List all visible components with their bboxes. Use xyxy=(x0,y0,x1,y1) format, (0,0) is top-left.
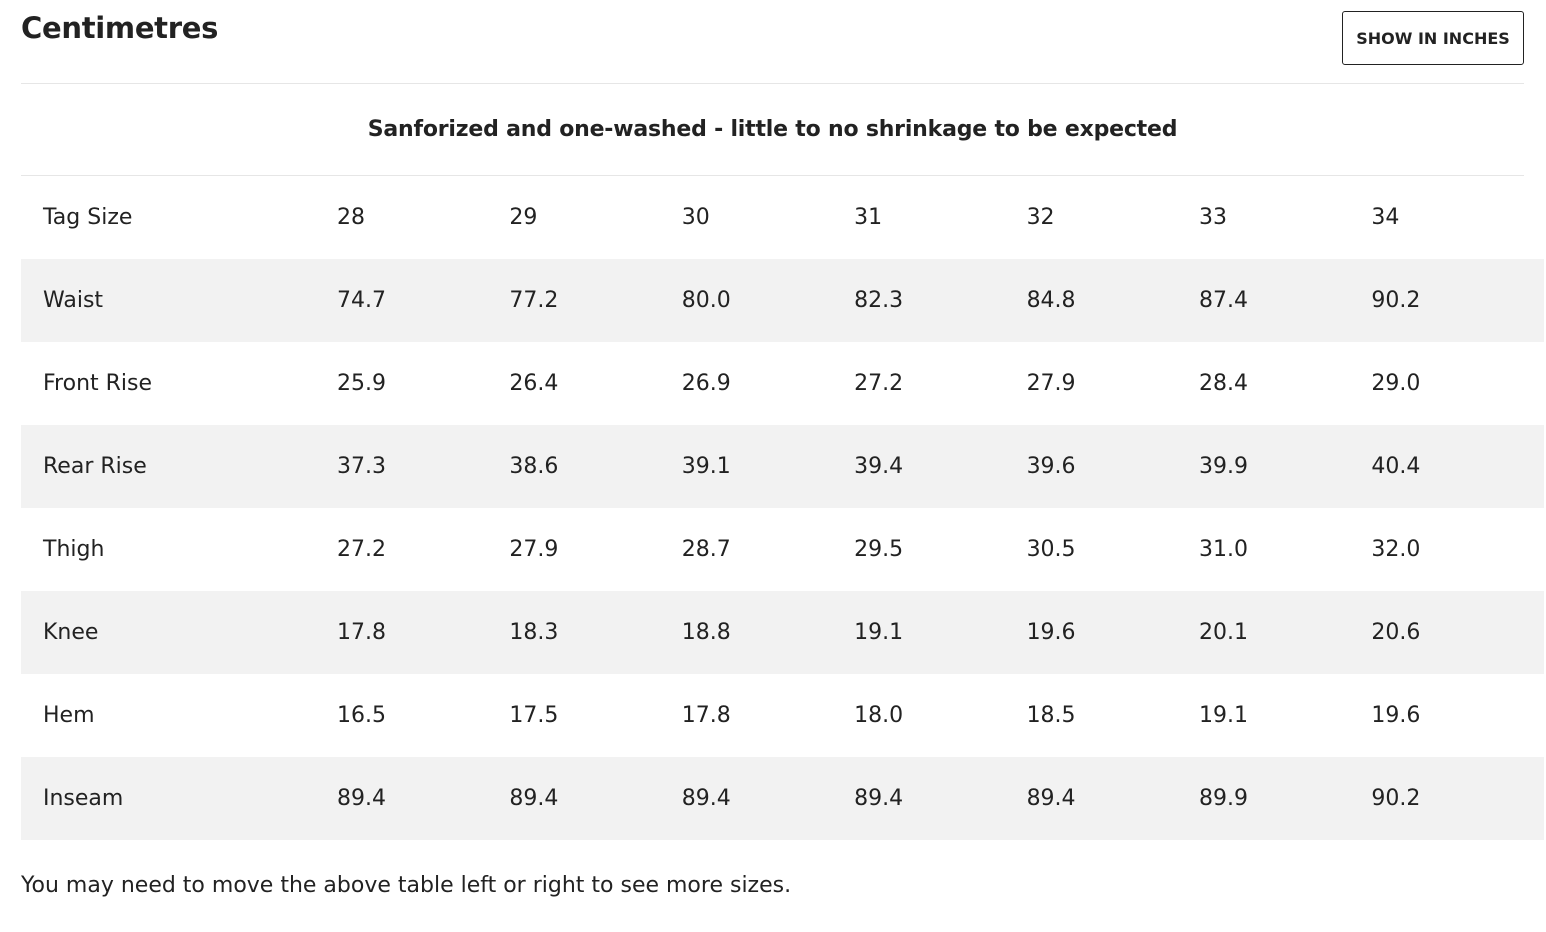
measurement-value: 77.2 xyxy=(509,288,559,313)
size-table-body: Tag Size 28 29 30 31 32 33 34 Waist 74.7 7… xyxy=(21,176,1544,840)
show-in-inches-button[interactable]: SHOW IN INCHES xyxy=(1342,11,1524,65)
size-column-header: 33 xyxy=(1198,205,1227,230)
table-row: Front Rise 25.9 26.4 26.9 27.2 27.9 28.4 29.0 xyxy=(21,342,1544,425)
size-chart: Centimetres SHOW IN INCHES Sanforized an… xyxy=(21,0,1544,840)
measurement-value: 25.9 xyxy=(337,371,386,396)
measurement-value: 39.1 xyxy=(681,454,731,479)
measurement-value: 39.4 xyxy=(854,454,904,479)
measurement-value: 17.5 xyxy=(509,703,559,728)
measurement-value: 20.6 xyxy=(1371,620,1421,645)
measurement-value: 40.4 xyxy=(1371,454,1421,479)
measurement-value: 29.5 xyxy=(854,537,904,562)
table-row: Knee 17.8 18.3 18.8 19.1 19.6 20.1 20.6 xyxy=(21,591,1544,674)
measurement-value: 38.6 xyxy=(509,454,559,479)
size-chart-header: Centimetres SHOW IN INCHES xyxy=(21,0,1524,84)
measurement-value: 27.2 xyxy=(854,371,904,396)
table-header-row: Tag Size 28 29 30 31 32 33 34 xyxy=(21,176,1544,259)
measurement-value: 87.4 xyxy=(1198,288,1248,313)
measurement-value: 19.6 xyxy=(1371,703,1421,728)
measurement-value: 19.1 xyxy=(1198,703,1248,728)
measurement-value: 16.5 xyxy=(337,703,386,728)
measurement-value: 31.0 xyxy=(1198,537,1248,562)
measurement-value: 90.2 xyxy=(1371,786,1421,811)
measurement-value: 90.2 xyxy=(1371,288,1421,313)
measurement-value: 89.4 xyxy=(509,786,559,811)
size-column-header: 29 xyxy=(509,205,538,230)
shrinkage-note-text: Sanforized and one-washed - little to no… xyxy=(367,117,1178,142)
measurement-value: 39.6 xyxy=(1026,454,1076,479)
table-row: Waist 74.7 77.2 80.0 82.3 84.8 87.4 90.2 xyxy=(21,259,1544,342)
size-column-header: 34 xyxy=(1371,205,1400,230)
measurement-label: Hem xyxy=(43,703,95,728)
measurement-value: 26.9 xyxy=(681,371,731,396)
table-row: Inseam 89.4 89.4 89.4 89.4 89.4 89.9 90.2 xyxy=(21,757,1544,840)
measurement-value: 28.7 xyxy=(681,537,731,562)
measurement-label: Knee xyxy=(43,620,99,645)
measurement-value: 18.3 xyxy=(509,620,559,645)
measurement-value: 32.0 xyxy=(1371,537,1421,562)
table-row: Rear Rise 37.3 38.6 39.1 39.4 39.6 39.9 40.4 xyxy=(21,425,1544,508)
measurement-value: 27.9 xyxy=(509,537,559,562)
measurement-label: Waist xyxy=(43,288,104,313)
measurement-value: 74.7 xyxy=(337,288,386,313)
measurement-label: Inseam xyxy=(43,786,124,811)
measurement-label: Front Rise xyxy=(43,371,153,396)
measurement-value: 27.2 xyxy=(337,537,386,562)
measurement-value: 19.1 xyxy=(854,620,904,645)
measurement-value: 89.4 xyxy=(681,786,731,811)
page-title: Centimetres xyxy=(21,11,219,45)
table-row: Thigh 27.2 27.9 28.7 29.5 30.5 31.0 32.0 xyxy=(21,508,1544,591)
measurement-value: 37.3 xyxy=(337,454,386,479)
measurement-value: 28.4 xyxy=(1198,371,1248,396)
measurement-value: 18.0 xyxy=(854,703,904,728)
measurement-value: 27.9 xyxy=(1026,371,1076,396)
measurement-value: 30.5 xyxy=(1026,537,1076,562)
measurement-value: 17.8 xyxy=(681,703,731,728)
measurement-value: 26.4 xyxy=(509,371,559,396)
measurement-value: 29.0 xyxy=(1371,371,1421,396)
measurement-value: 20.1 xyxy=(1198,620,1248,645)
measurement-value: 18.8 xyxy=(681,620,731,645)
measurement-value: 82.3 xyxy=(854,288,904,313)
size-column-header: 32 xyxy=(1026,205,1055,230)
measurement-value: 19.6 xyxy=(1026,620,1076,645)
measurement-value: 80.0 xyxy=(681,288,731,313)
measurement-value: 39.9 xyxy=(1198,454,1248,479)
measurement-value: 89.4 xyxy=(854,786,904,811)
measurement-label: Thigh xyxy=(43,537,105,562)
measurement-value: 89.4 xyxy=(1026,786,1076,811)
measurement-value: 18.5 xyxy=(1026,703,1076,728)
scroll-hint: You may need to move the above table lef… xyxy=(21,873,792,898)
measurement-value: 89.4 xyxy=(337,786,386,811)
size-column-header: 31 xyxy=(854,205,883,230)
table-row: Hem 16.5 17.5 17.8 18.0 18.5 19.1 19.6 xyxy=(21,674,1544,757)
size-column-header: 30 xyxy=(681,205,710,230)
measurement-value: 89.9 xyxy=(1198,786,1248,811)
size-table: Tag Size 28 29 30 31 32 33 34 Waist 74.7 7… xyxy=(21,176,1544,840)
measurement-value: 84.8 xyxy=(1026,288,1076,313)
measurement-label: Rear Rise xyxy=(43,454,147,479)
size-column-header: 28 xyxy=(337,205,365,230)
shrinkage-note: Sanforized and one-washed - little to no… xyxy=(21,84,1524,176)
measurement-value: 17.8 xyxy=(337,620,386,645)
tag-size-label: Tag Size xyxy=(43,205,133,230)
